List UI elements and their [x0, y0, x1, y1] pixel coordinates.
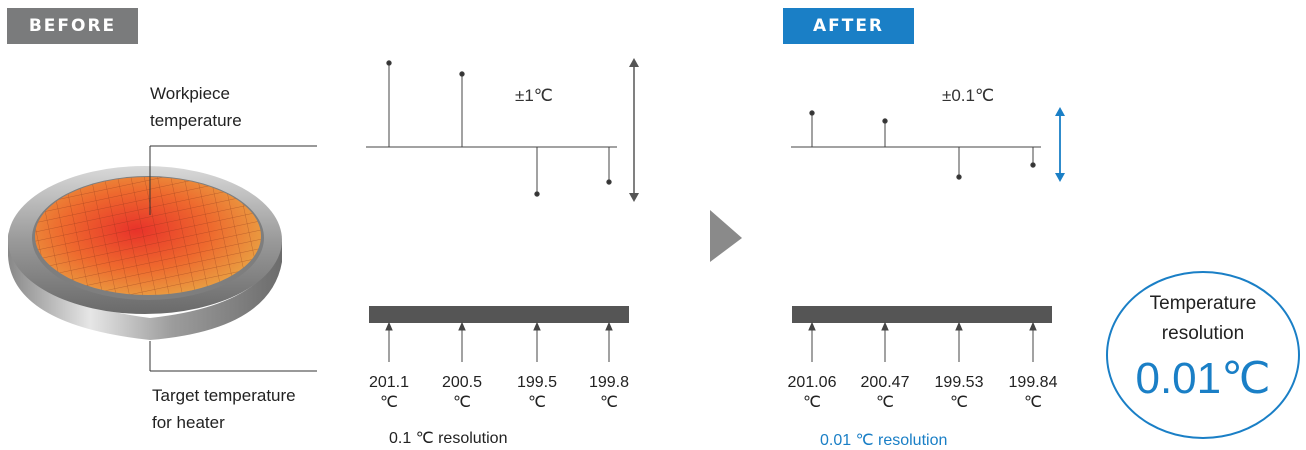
after-stem-chart — [791, 110, 1041, 180]
wafer-illustration — [8, 166, 282, 340]
before-stem-dot-2 — [459, 71, 465, 77]
after-tag: AFTER — [783, 8, 914, 44]
workpiece-label-line2: temperature — [150, 111, 242, 130]
badge-line1: Temperature — [1149, 293, 1257, 314]
target-label-line1: Target temperature — [152, 386, 296, 405]
target-label-line2: for heater — [152, 413, 225, 432]
before-resolution: 0.1 ℃ resolution — [389, 430, 508, 447]
after-heater-bar — [792, 306, 1052, 323]
badge-line2: resolution — [1161, 323, 1245, 344]
after-tolerance: ±0.1℃ — [942, 86, 995, 105]
before-stem-dot-4 — [606, 179, 612, 185]
before-range-arrow — [629, 58, 639, 202]
after-value-4: 199.84 ℃ — [1008, 374, 1058, 411]
before-stem-chart — [366, 60, 617, 197]
before-heater-bar — [369, 306, 629, 323]
before-stem-dot-3 — [534, 191, 540, 197]
before-value-2: 200.5 ℃ — [441, 374, 483, 411]
before-value-1: 201.1 ℃ — [368, 374, 410, 411]
after-value-1: 201.06 ℃ — [787, 374, 837, 411]
before-up-arrows — [385, 321, 613, 362]
badge-value: 0.01℃ — [1135, 354, 1271, 403]
target-leader — [149, 341, 317, 372]
after-value-2: 200.47 ℃ — [860, 374, 910, 411]
arrow-right-icon — [710, 210, 742, 262]
before-tolerance: ±1℃ — [515, 86, 553, 105]
before-value-4: 199.8 ℃ — [588, 374, 630, 411]
workpiece-leader — [149, 145, 317, 215]
after-resolution: 0.01 ℃ resolution — [820, 432, 948, 449]
after-up-arrows — [808, 321, 1037, 362]
after-value-3: 199.53 ℃ — [934, 374, 984, 411]
before-value-3: 199.5 ℃ — [516, 374, 558, 411]
workpiece-label-line1: Workpiece — [150, 84, 230, 103]
after-range-arrow — [1055, 107, 1065, 182]
resolution-badge: Temperature resolution 0.01℃ — [1106, 271, 1300, 439]
before-tag: BEFORE — [7, 8, 138, 44]
before-stem-dot-1 — [386, 60, 392, 66]
